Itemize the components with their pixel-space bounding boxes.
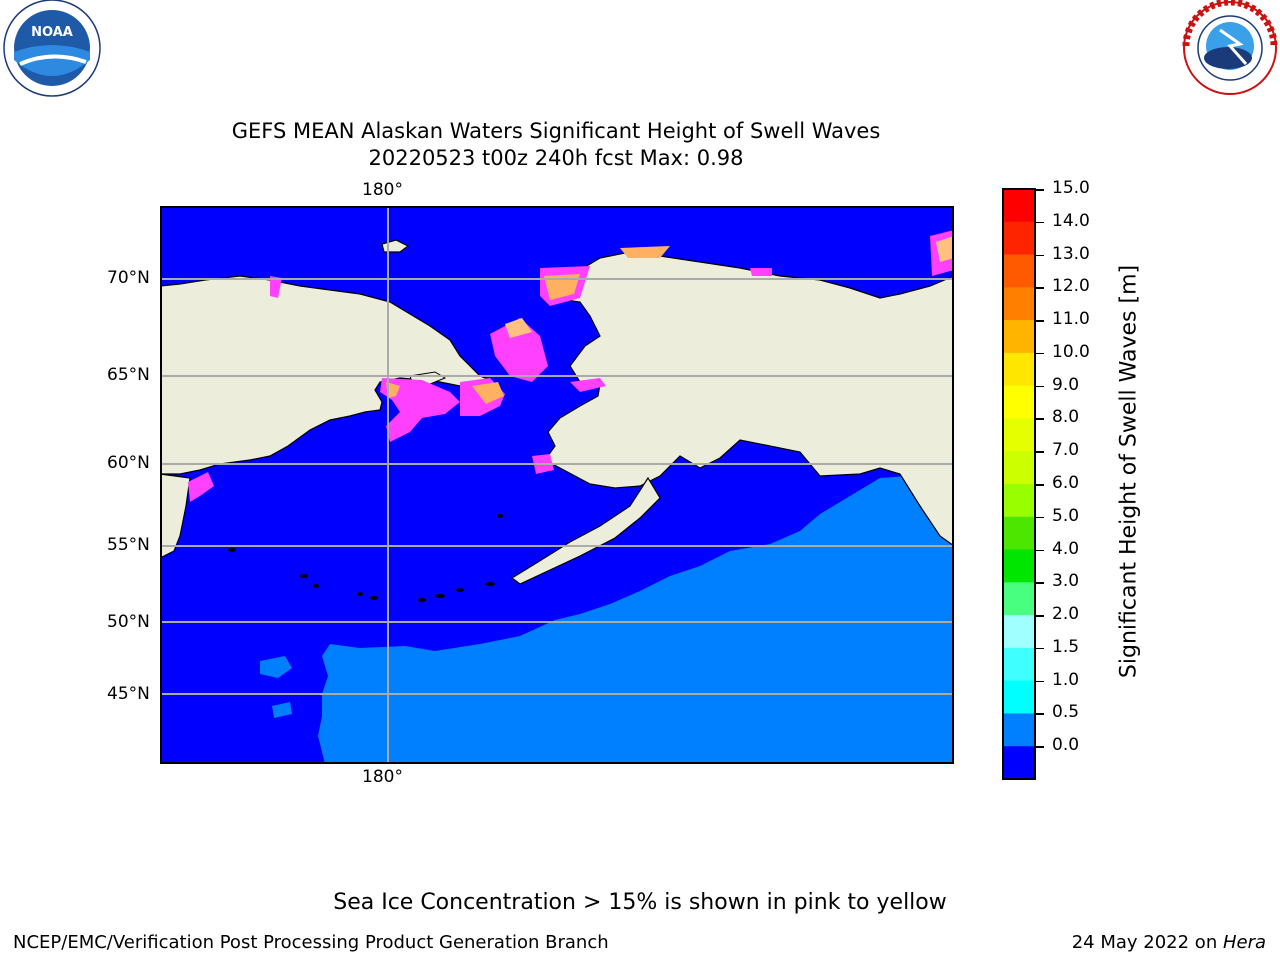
colorbar-tick-label: 8.0 [1052, 407, 1080, 428]
colorbar-tick-label: 11.0 [1052, 309, 1090, 330]
colorbar-tick-mark [1036, 320, 1044, 322]
colorbar-tick-mark [1036, 385, 1044, 388]
credit-text: NCEP/EMC/Verification Post Processing Pr… [13, 932, 609, 953]
lat-label-65: 65°N [107, 365, 150, 385]
colorbar-tick-label: 7.0 [1052, 440, 1080, 461]
machine-name: Hera [1222, 932, 1266, 953]
colorbar-tick-mark [1036, 615, 1044, 617]
ocean-mid-patch-2 [272, 702, 292, 718]
colorbar-tick-label: 6.0 [1052, 473, 1080, 493]
chart-subtitle: 20220523 t00z 240h fcst Max: 0.98 [368, 146, 744, 170]
lat-label-60: 60°N [107, 453, 150, 473]
lon-label-bottom: 180° [362, 767, 403, 787]
colorbar-tick-label: 1.0 [1052, 669, 1080, 690]
colorbar-tick-mark [1036, 647, 1044, 650]
aleutian-islands [228, 514, 503, 602]
colorbar-tick-mark [1036, 287, 1044, 289]
sea-ice-overlay [188, 230, 954, 502]
colorbar-tick-label: 14.0 [1052, 210, 1090, 231]
land-alaska [544, 251, 954, 547]
lat-label-45: 45°N [107, 684, 150, 704]
map-gridlines [160, 206, 954, 764]
colorbar-label: Significant Height of Swell Waves [m] [1116, 264, 1142, 679]
colorbar-band [1003, 615, 1035, 649]
colorbar-tick-label: 9.0 [1052, 374, 1080, 395]
colorbar-tick-mark [1036, 746, 1044, 748]
colorbar-band [1003, 189, 1035, 223]
colorbar-tick-label: 10.0 [1052, 341, 1090, 362]
colorbar-tick-mark [1036, 549, 1044, 552]
colorbar-tick-mark [1036, 352, 1044, 355]
map-frame [160, 206, 954, 764]
colorbar-tick-label: 5.0 [1052, 505, 1080, 526]
nws-logo [1182, 0, 1278, 95]
colorbar-tick-label: 2.0 [1052, 604, 1080, 625]
colorbar-tick-mark [1036, 582, 1044, 584]
colorbar [1002, 188, 1036, 780]
colorbar-band [1003, 320, 1035, 354]
colorbar-band [1003, 582, 1035, 616]
colorbar-band [1003, 352, 1035, 387]
colorbar-tick-mark [1036, 254, 1044, 257]
colorbar-band [1003, 254, 1035, 288]
lat-label-50: 50°N [107, 612, 150, 632]
colorbar-tick-mark [1036, 189, 1044, 191]
colorbar-tick-label: 12.0 [1052, 276, 1090, 297]
colorbar-tick-label: 15.0 [1052, 178, 1090, 198]
colorbar-band [1003, 680, 1035, 714]
colorbar-tick-label: 1.5 [1052, 636, 1080, 657]
colorbar-tick-mark [1036, 516, 1044, 519]
colorbar-band [1003, 516, 1035, 551]
colorbar-band [1003, 287, 1035, 321]
noaa-logo-text: NOAA [31, 25, 73, 40]
colorbar-band [1003, 484, 1035, 518]
lon-label-top: 180° [362, 180, 403, 200]
colorbar-tick-mark [1036, 713, 1044, 715]
colorbar-tick-label: 4.0 [1052, 538, 1080, 559]
colorbar-band [1003, 647, 1035, 682]
colorbar-tick-mark [1036, 484, 1044, 486]
sea-ice-note: Sea Ice Concentration > 15% is shown in … [333, 890, 947, 915]
colorbar-tick-mark [1036, 221, 1044, 224]
chart-title: GEFS MEAN Alaskan Waters Significant Hei… [231, 119, 881, 143]
colorbar-tick-label: 13.0 [1052, 243, 1090, 264]
noaa-logo: NOAA [3, 0, 101, 97]
lat-label-55: 55°N [107, 535, 150, 555]
colorbar-tick-label: 3.0 [1052, 571, 1080, 592]
colorbar-band [1003, 221, 1035, 256]
colorbar-tick-mark [1036, 680, 1044, 683]
colorbar-band [1003, 385, 1035, 419]
land-alaska-peninsula [510, 476, 661, 585]
colorbar-band [1003, 418, 1035, 452]
date-value: 24 May 2022 on [1071, 932, 1223, 953]
colorbar-tick-mark [1036, 418, 1044, 420]
map-panel [160, 206, 954, 764]
colorbar-tick-mark [1036, 451, 1044, 453]
colorbar-band [1003, 713, 1035, 747]
colorbar-band [1003, 549, 1035, 583]
ocean-mid-patch-1 [260, 656, 292, 678]
colorbar-tick-label: 0.0 [1052, 735, 1080, 756]
lat-label-70: 70°N [107, 268, 150, 288]
colorbar-band [1003, 451, 1035, 485]
land-kamchatka [160, 473, 191, 559]
colorbar-band [1003, 746, 1035, 780]
date-text: 24 May 2022 on Hera [1072, 932, 1266, 953]
colorbar-tick-label: 0.5 [1052, 702, 1080, 723]
